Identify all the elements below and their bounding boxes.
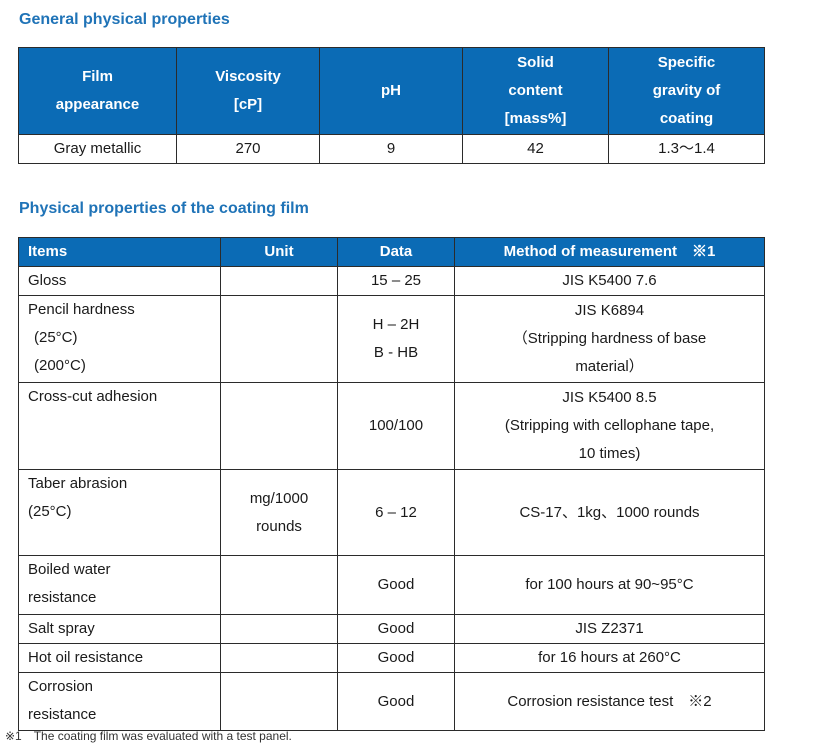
data-line: Good — [377, 692, 415, 710]
item-line: Pencil hardness — [28, 301, 135, 318]
header-ph: pH — [319, 47, 463, 135]
cell-data: 15 – 25 — [337, 266, 455, 296]
header-method: Method of measurement ※1 — [454, 237, 765, 267]
header-unit: Unit — [220, 237, 338, 267]
item-line: (25°C) — [34, 329, 78, 346]
header-specific-gravity: Specific gravity of coating — [608, 47, 765, 135]
method-line: CS-17、1kg、1000 rounds — [519, 503, 700, 521]
method-line: for 100 hours at 90~95°C — [525, 576, 694, 593]
cell-item: Hot oil resistance — [18, 643, 221, 673]
cell-item: Taber abrasion (25°C) — [18, 469, 221, 556]
data-line: Good — [377, 620, 415, 637]
cell-data: 6 – 12 — [337, 469, 455, 556]
cell-unit — [220, 643, 338, 673]
cell-item: Salt spray — [18, 614, 221, 644]
row-corrosion-resistance: Corrosion resistance Good Corrosion resista… — [18, 672, 765, 731]
method-line: JIS K5400 8.5 — [562, 389, 657, 406]
data-line: H – 2H — [372, 316, 420, 333]
cell-method: Corrosion resistance test ※2 — [454, 672, 765, 731]
row-taber-abrasion: Taber abrasion (25°C) mg/1000 rounds 6 – 12 C… — [18, 469, 765, 556]
item-line: Corrosion — [28, 678, 94, 695]
cell-method: CS-17、1kg、1000 rounds — [454, 469, 765, 556]
item-line: Taber abrasion — [28, 475, 128, 492]
cell-unit: mg/1000 rounds — [220, 469, 338, 556]
method-line: material） — [575, 358, 644, 375]
method-line: Corrosion resistance test ※2 — [507, 692, 712, 710]
cell-data: Good — [337, 614, 455, 644]
method-line: JIS K5400 7.6 — [562, 272, 657, 289]
row-salt-spray: Salt spray Good JIS Z2371 — [18, 614, 765, 644]
cell-item: Corrosion resistance — [18, 672, 221, 731]
cell-method: JIS Z2371 — [454, 614, 765, 644]
method-line: JIS K6894 — [574, 302, 645, 319]
cell-unit — [220, 382, 338, 470]
item-line: resistance — [28, 589, 97, 606]
item-line: (200°C) — [34, 357, 86, 374]
header-data: Data — [337, 237, 455, 267]
unit-line: mg/1000 — [249, 489, 309, 507]
data-line: B - HB — [373, 344, 419, 361]
value-ph: 9 — [319, 134, 463, 164]
cell-data: Good — [337, 555, 455, 615]
data-line: Good — [377, 576, 415, 593]
cell-data: Good — [337, 672, 455, 731]
cell-item: Cross-cut adhesion — [18, 382, 221, 470]
method-line: （Stripping hardness of base — [512, 330, 707, 347]
data-line: Good — [377, 649, 415, 666]
coating-film-table: Items Unit Data Method of measurement ※1… — [18, 237, 765, 731]
item-line: resistance — [28, 706, 97, 723]
general-header-row: Film appearance Viscosity [cP] pH Solid con… — [18, 47, 765, 135]
item-line: Cross-cut adhesion — [28, 388, 158, 405]
row-pencil-hardness: Pencil hardness (25°C) (200°C) H – 2H B - … — [18, 295, 765, 383]
cell-item: Gloss — [18, 266, 221, 296]
cell-method: for 16 hours at 260°C — [454, 643, 765, 673]
general-properties-table: Film appearance Viscosity [cP] pH Solid con… — [18, 47, 765, 164]
cell-method: JIS K5400 8.5 (Stripping with cellophane … — [454, 382, 765, 470]
row-hot-oil-resistance: Hot oil resistance Good for 16 hours at 26… — [18, 643, 765, 673]
row-boiled-water-resistance: Boiled water resistance Good for 100 hours … — [18, 555, 765, 615]
header-film-appearance: Film appearance — [18, 47, 177, 135]
coating-film-heading: Physical properties of the coating film — [19, 200, 309, 217]
cell-data: Good — [337, 643, 455, 673]
row-cross-cut-adhesion: Cross-cut adhesion 100/100 JIS K5400 8.5 (S… — [18, 382, 765, 470]
cell-method: JIS K6894 （Stripping hardness of base mate… — [454, 295, 765, 383]
row-gloss: Gloss 15 – 25 JIS K5400 7.6 — [18, 266, 765, 296]
cell-unit — [220, 295, 338, 383]
method-line: JIS Z2371 — [575, 620, 644, 637]
cell-unit — [220, 672, 338, 731]
cell-data: H – 2H B - HB — [337, 295, 455, 383]
cell-unit — [220, 555, 338, 615]
cell-unit — [220, 266, 338, 296]
method-line: (Stripping with cellophane tape, — [504, 417, 715, 434]
general-values-row: Gray metallic 270 9 42 1.3〜1.4 — [18, 134, 765, 164]
item-line: (25°C) — [28, 503, 72, 520]
value-solid-content: 42 — [462, 134, 609, 164]
cell-method: for 100 hours at 90~95°C — [454, 555, 765, 615]
header-items: Items — [18, 237, 221, 267]
method-line: 10 times) — [578, 445, 641, 462]
cell-item: Boiled water resistance — [18, 555, 221, 615]
coating-header-row: Items Unit Data Method of measurement ※1 — [18, 237, 765, 267]
method-line: for 16 hours at 260°C — [538, 649, 681, 666]
footnote: ※1 The coating film was evaluated with a… — [5, 729, 292, 743]
value-specific-gravity: 1.3〜1.4 — [608, 134, 765, 164]
item-line: Gloss — [28, 272, 67, 289]
cell-unit — [220, 614, 338, 644]
data-line: 15 – 25 — [370, 272, 422, 289]
cell-data: 100/100 — [337, 382, 455, 470]
header-solid-content: Solid content [mass%] — [462, 47, 609, 135]
value-viscosity: 270 — [176, 134, 320, 164]
general-properties-heading: General physical properties — [19, 11, 230, 28]
data-line: 100/100 — [368, 417, 424, 434]
item-line: Salt spray — [28, 620, 95, 637]
value-film-appearance: Gray metallic — [18, 134, 177, 164]
data-line: 6 – 12 — [375, 503, 417, 521]
item-line: Hot oil resistance — [28, 649, 144, 666]
item-line: Boiled water — [28, 561, 111, 578]
header-viscosity: Viscosity [cP] — [176, 47, 320, 135]
unit-line: rounds — [256, 517, 302, 535]
cell-method: JIS K5400 7.6 — [454, 266, 765, 296]
cell-item: Pencil hardness (25°C) (200°C) — [18, 295, 221, 383]
